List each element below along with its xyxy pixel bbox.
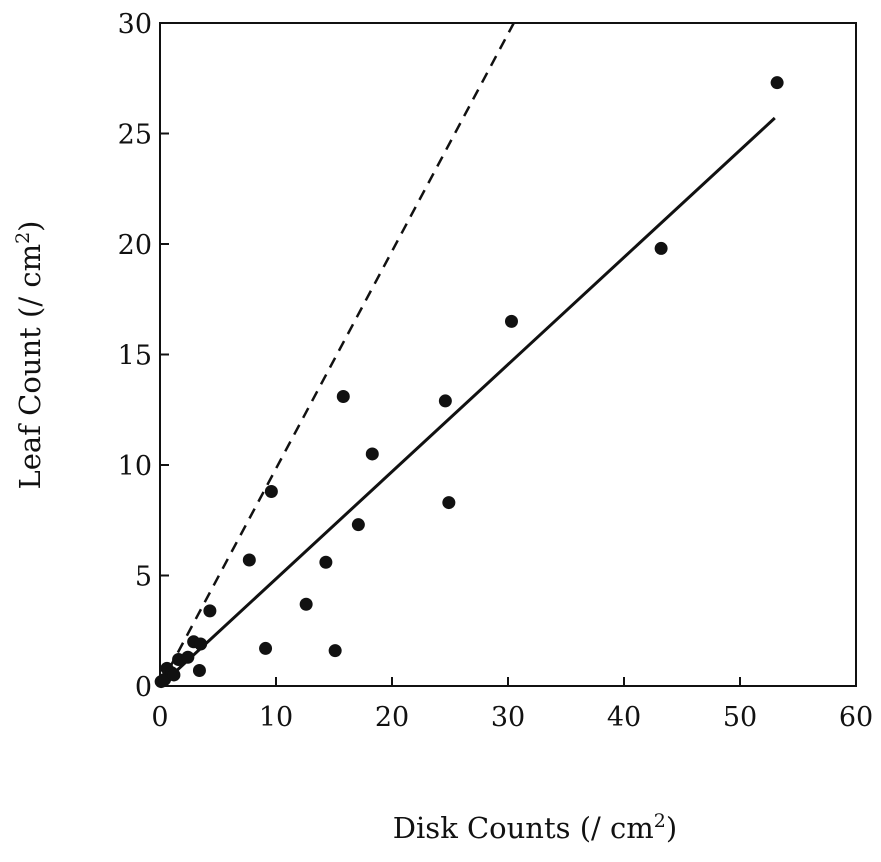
y-tick-label: 0 (135, 672, 152, 703)
x-tick-label: 50 (723, 702, 757, 733)
data-point (181, 650, 195, 664)
data-point (365, 447, 379, 461)
y-tick-label: 20 (118, 230, 152, 261)
data-point (319, 555, 333, 569)
data-point (654, 241, 668, 255)
data-points (154, 76, 784, 689)
data-point (442, 496, 456, 510)
data-point (438, 394, 452, 408)
dashed-line (158, 22, 515, 687)
plot-frame (159, 22, 857, 687)
y-tick-label: 15 (118, 341, 152, 372)
data-point (192, 664, 206, 678)
x-axis-title: Disk Counts (/ cm2) (393, 810, 677, 845)
x-tick-label: 10 (259, 702, 293, 733)
data-point (328, 644, 342, 658)
data-point (259, 641, 273, 655)
data-point (336, 389, 350, 403)
x-tick-label: 20 (375, 702, 409, 733)
regression-line (158, 116, 776, 688)
y-axis-title: Leaf Count (/ cm2) (12, 220, 47, 489)
y-axis-ticks: 0 5 10 15 20 25 30 (118, 9, 169, 703)
fit-lines (158, 22, 776, 688)
data-point (203, 604, 217, 618)
x-axis-ticks: 0 10 20 30 40 50 60 (151, 677, 873, 733)
x-tick-label: 60 (839, 702, 873, 733)
data-point (242, 553, 256, 567)
data-point (264, 485, 278, 499)
y-tick-label: 10 (118, 451, 152, 482)
y-tick-label: 5 (135, 562, 152, 593)
data-point (299, 597, 313, 611)
data-point (194, 637, 208, 651)
x-tick-label: 0 (151, 702, 168, 733)
y-tick-label: 25 (118, 120, 152, 151)
data-point (770, 76, 784, 90)
x-tick-label: 40 (607, 702, 641, 733)
y-tick-label: 30 (118, 9, 152, 40)
data-point (504, 314, 518, 328)
x-tick-label: 30 (491, 702, 525, 733)
data-point (167, 668, 181, 682)
data-point (351, 518, 365, 532)
